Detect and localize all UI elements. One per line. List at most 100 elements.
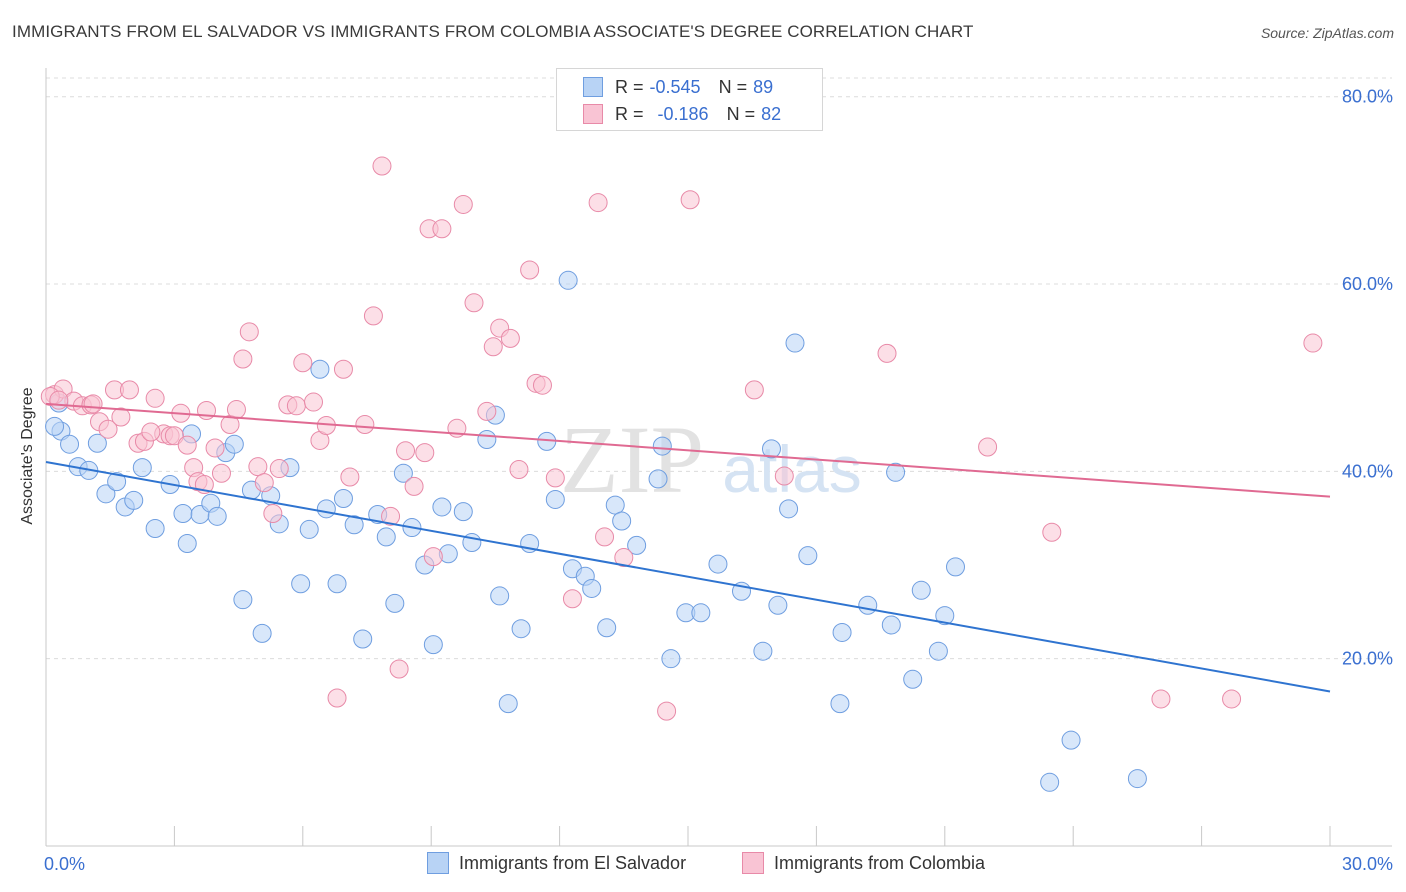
- data-point: [173, 504, 193, 524]
- data-point: [779, 499, 799, 519]
- data-point: [340, 467, 360, 487]
- data-point: [207, 506, 227, 526]
- data-point: [404, 476, 424, 496]
- data-point: [648, 469, 668, 489]
- data-point: [111, 407, 131, 427]
- data-point: [299, 519, 319, 539]
- data-point: [224, 434, 244, 454]
- data-point: [177, 435, 197, 455]
- data-point: [124, 490, 144, 510]
- legend-n-label: N =: [718, 76, 748, 97]
- data-point: [252, 623, 272, 643]
- data-point: [98, 419, 118, 439]
- data-point: [49, 390, 69, 410]
- data-point: [744, 380, 764, 400]
- legend-swatch-colombia: [583, 104, 603, 124]
- data-point: [453, 502, 473, 522]
- data-point: [355, 415, 375, 435]
- data-point: [588, 193, 608, 213]
- legend-r-value: -0.545: [649, 76, 701, 97]
- data-point: [832, 622, 852, 642]
- legend-series: Immigrants from El Salvador Immigrants f…: [0, 852, 1406, 878]
- data-point: [396, 441, 416, 461]
- data-point: [830, 694, 850, 714]
- legend-row-colombia: R = -0.186 N = 82: [583, 103, 781, 125]
- legend-item-colombia[interactable]: Immigrants from Colombia: [742, 852, 985, 874]
- legend-swatch-el-salvador: [427, 852, 449, 874]
- legend-n-value: 82: [761, 103, 782, 124]
- data-point: [774, 466, 794, 486]
- data-point: [605, 495, 625, 515]
- data-point: [263, 504, 283, 524]
- data-point: [226, 400, 246, 420]
- data-point: [205, 438, 225, 458]
- data-point: [903, 669, 923, 689]
- data-point: [614, 548, 634, 568]
- x-tick-label: 30.0%: [1342, 854, 1393, 874]
- data-point: [928, 641, 948, 661]
- legend-label-colombia: Immigrants from Colombia: [774, 852, 986, 873]
- data-point: [935, 606, 955, 626]
- data-point: [1222, 689, 1242, 709]
- y-tick-label: 60.0%: [1342, 274, 1393, 294]
- data-point: [132, 458, 152, 478]
- y-tick-label: 20.0%: [1342, 649, 1393, 669]
- data-point: [946, 557, 965, 577]
- trend-lines: [45, 402, 1331, 693]
- data-point: [164, 426, 184, 446]
- chart-title: IMMIGRANTS FROM EL SALVADOR VS IMMIGRANT…: [12, 22, 974, 41]
- data-point: [490, 586, 510, 606]
- data-point: [333, 489, 353, 509]
- data-point: [595, 527, 615, 547]
- data-point: [562, 589, 582, 609]
- data-point: [344, 515, 364, 535]
- data-point: [453, 194, 473, 214]
- data-point: [327, 688, 347, 708]
- data-point: [248, 457, 268, 477]
- data-point: [304, 392, 323, 412]
- data-point: [211, 463, 231, 483]
- tick-labels: 20.0% 40.0% 60.0% 80.0% 0.0% 30.0%: [44, 87, 1393, 874]
- data-point: [1061, 730, 1081, 750]
- data-point: [582, 578, 602, 598]
- data-point: [1040, 772, 1060, 792]
- data-point: [545, 468, 565, 488]
- data-point: [293, 353, 313, 373]
- data-point: [911, 580, 931, 600]
- data-point: [785, 333, 805, 353]
- data-point: [291, 574, 311, 594]
- data-point: [1042, 522, 1062, 542]
- legend-swatch-colombia: [742, 852, 764, 874]
- data-point: [310, 359, 330, 379]
- data-point: [558, 270, 578, 290]
- data-point: [680, 190, 700, 210]
- data-point: [45, 416, 65, 436]
- data-point: [233, 349, 253, 369]
- data-point: [858, 595, 878, 615]
- data-point: [107, 472, 127, 492]
- series-layer: [40, 156, 1323, 792]
- legend-n-value: 89: [753, 76, 774, 97]
- legend-n-label: N =: [726, 103, 756, 124]
- data-point: [327, 574, 347, 594]
- data-point: [233, 590, 253, 610]
- legend-item-el-salvador[interactable]: Immigrants from El Salvador: [427, 852, 686, 874]
- data-point: [141, 422, 161, 442]
- data-point: [498, 694, 518, 714]
- data-point: [500, 328, 520, 348]
- watermark-zip: ZIP: [560, 406, 704, 513]
- x-tick-label: 0.0%: [44, 854, 85, 874]
- data-point: [1151, 689, 1171, 709]
- data-point: [96, 484, 116, 504]
- data-point: [353, 629, 373, 649]
- legend-r-label: R =: [615, 76, 644, 97]
- data-point: [483, 337, 503, 357]
- data-point: [708, 554, 728, 574]
- data-point: [87, 433, 107, 453]
- trend-line-colombia: [45, 402, 1331, 498]
- data-point: [464, 293, 484, 313]
- watermark: ZIP atlas: [560, 406, 862, 513]
- data-point: [612, 511, 632, 531]
- data-point: [83, 394, 103, 414]
